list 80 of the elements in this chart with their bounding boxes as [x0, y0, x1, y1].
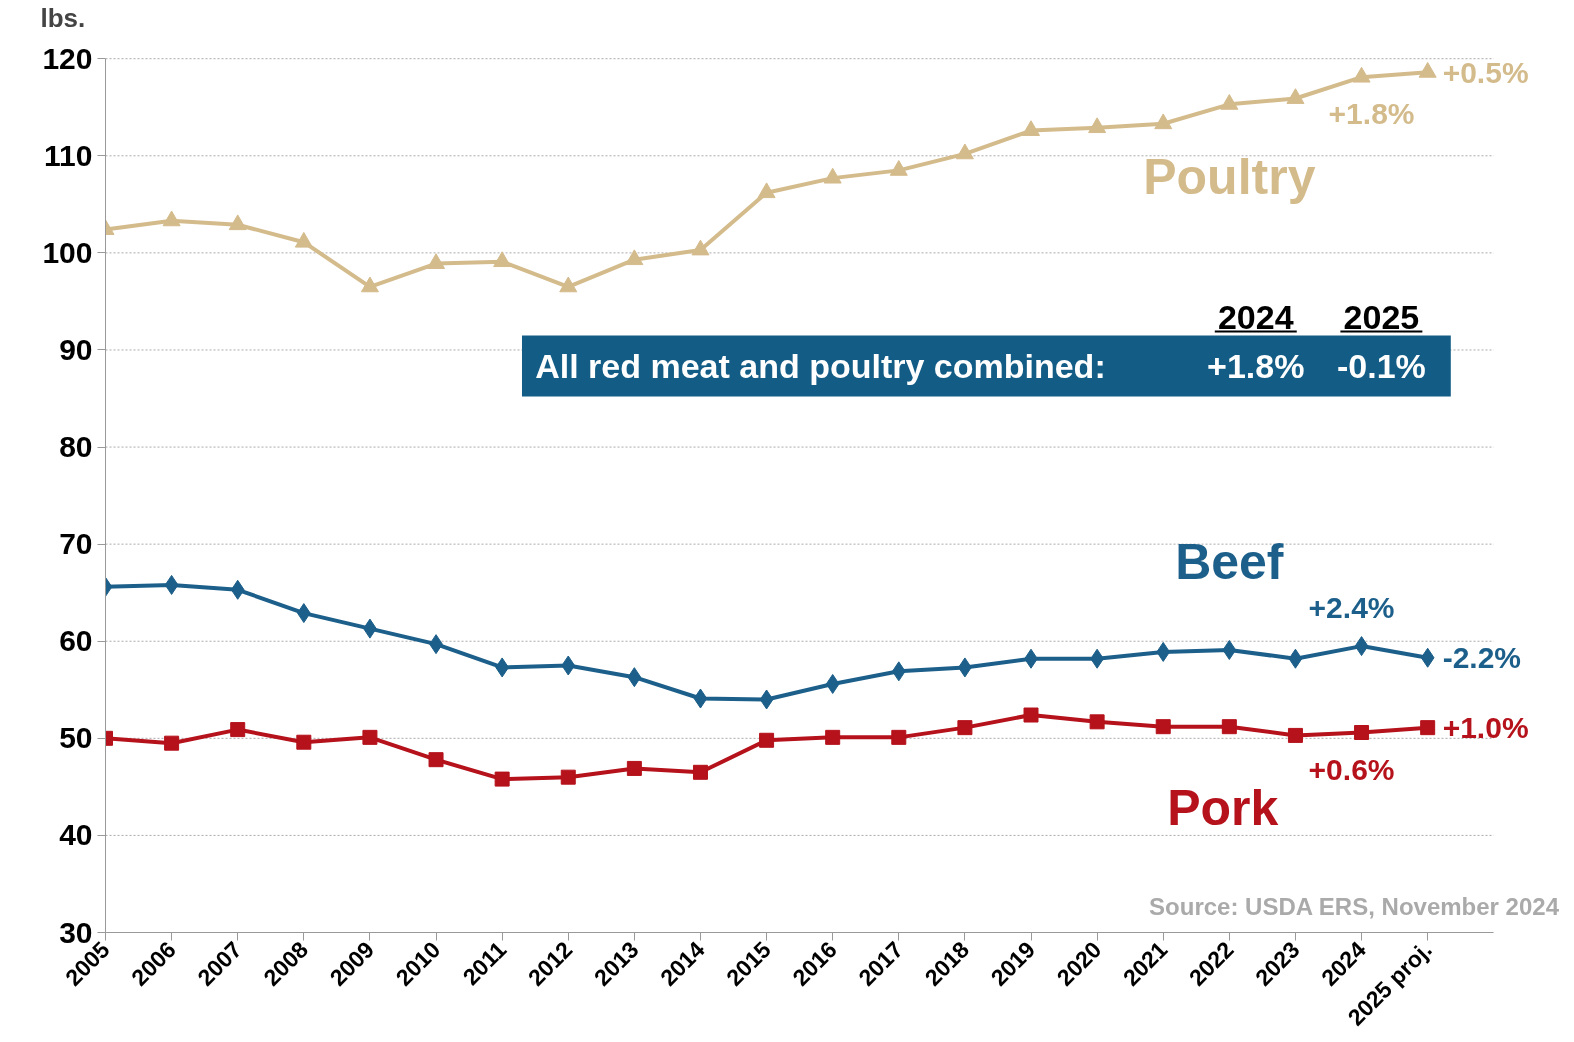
annotation: +1.8% — [1328, 97, 1415, 131]
point — [1287, 727, 1303, 743]
point — [1089, 714, 1105, 730]
point — [164, 574, 179, 595]
point — [1286, 88, 1305, 104]
point — [162, 210, 181, 227]
annotation: Source: USDA ERS, November 2024 — [1149, 892, 1560, 920]
series-label: Pork — [1167, 780, 1279, 837]
point — [296, 734, 312, 750]
y-axis-title: lbs. — [40, 2, 86, 33]
point — [1154, 113, 1173, 130]
point — [891, 661, 906, 682]
annotation: +0.5% — [1442, 55, 1529, 89]
point — [1352, 66, 1371, 83]
point — [561, 655, 576, 676]
point — [626, 760, 642, 776]
point — [891, 729, 907, 745]
point — [1418, 61, 1437, 78]
point — [1023, 707, 1039, 723]
point — [1088, 117, 1107, 134]
point — [493, 251, 512, 268]
point — [759, 689, 774, 710]
point — [296, 603, 311, 624]
point — [823, 167, 842, 184]
point — [560, 769, 576, 785]
point — [1221, 719, 1237, 735]
point — [889, 160, 908, 176]
point — [1420, 720, 1436, 736]
point — [230, 722, 246, 738]
y-tick-label: 120 — [42, 41, 93, 75]
annotation: +0.6% — [1308, 752, 1395, 786]
point — [1354, 725, 1370, 740]
point — [825, 673, 840, 694]
point — [759, 732, 775, 748]
point — [427, 253, 446, 269]
y-tick-label: 80 — [59, 430, 93, 464]
point — [1288, 648, 1303, 669]
y-tick-label: 60 — [59, 624, 93, 658]
y-tick-label: 110 — [44, 138, 93, 172]
point — [627, 667, 642, 688]
point — [294, 231, 313, 248]
point — [692, 764, 708, 780]
point — [360, 276, 379, 293]
point — [1155, 719, 1171, 735]
point — [1156, 641, 1171, 662]
point — [362, 729, 378, 745]
point — [1354, 636, 1369, 657]
point — [957, 720, 973, 736]
point — [825, 729, 841, 745]
annotation: -2.2% — [1442, 641, 1522, 675]
point — [230, 579, 245, 600]
annotation: +1.8% — [1207, 347, 1305, 386]
series-label: Beef — [1175, 533, 1284, 590]
point — [1220, 94, 1239, 110]
point — [559, 276, 578, 293]
annotation: +1.0% — [1442, 711, 1529, 745]
point — [164, 735, 180, 751]
point — [757, 182, 776, 199]
point — [955, 143, 974, 160]
point — [625, 249, 644, 266]
point — [1420, 647, 1435, 668]
point — [693, 688, 708, 709]
point — [228, 214, 247, 231]
point — [691, 239, 710, 256]
annotation: +2.4% — [1308, 591, 1395, 625]
y-tick-label: 100 — [42, 235, 93, 269]
annotation: 2024 — [1217, 298, 1294, 337]
point — [1022, 120, 1041, 136]
y-tick-label: 30 — [59, 915, 93, 949]
series-label: Poultry — [1143, 149, 1316, 206]
point — [1222, 639, 1237, 660]
point — [494, 771, 510, 787]
y-tick-label: 70 — [59, 527, 93, 561]
y-tick-label: 90 — [59, 332, 93, 366]
y-tick-label: 50 — [59, 721, 93, 755]
annotation: -0.1% — [1336, 347, 1426, 386]
annotation: All red meat and poultry combined: — [535, 347, 1106, 386]
point — [428, 752, 444, 768]
annotation: 2025 — [1343, 298, 1420, 337]
y-tick-label: 40 — [59, 818, 93, 852]
